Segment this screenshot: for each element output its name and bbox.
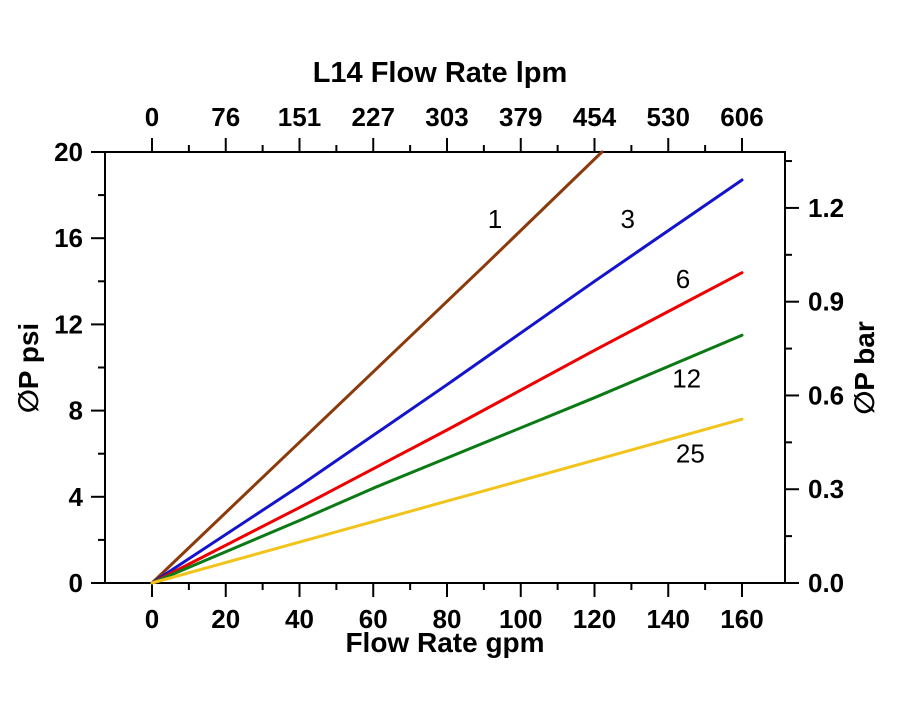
- x-bottom-tick-label: 140: [647, 604, 690, 634]
- y-left-tick-label: 16: [54, 223, 83, 253]
- x-top-tick-label: 227: [352, 102, 395, 132]
- x-bottom-tick-label: 80: [433, 604, 462, 634]
- plot-area-border: [104, 151, 786, 584]
- y-right-tick-label: 0.6: [808, 380, 844, 410]
- y-left-tick-label: 0: [69, 568, 83, 598]
- x-bottom-tick-label: 0: [145, 604, 159, 634]
- x-top-tick-label: 303: [425, 102, 468, 132]
- y-left-tick-label: 20: [54, 137, 83, 167]
- y-axis-title-right: ∅P bar: [849, 321, 880, 415]
- y-left-tick-label: 8: [69, 396, 83, 426]
- y-right-tick-label: 0.0: [808, 568, 844, 598]
- x-bottom-tick-label: 160: [720, 604, 763, 634]
- y-right-tick-label: 0.9: [808, 287, 844, 317]
- series-label-12: 12: [672, 363, 701, 393]
- x-bottom-tick-label: 40: [285, 604, 314, 634]
- x-top-tick-label: 530: [647, 102, 690, 132]
- x-top-tick-label: 151: [278, 102, 321, 132]
- x-axis-title-bottom: Flow Rate gpm: [345, 627, 544, 658]
- x-bottom-tick-label: 20: [211, 604, 240, 634]
- y-axis-title-left: ∅P psi: [13, 323, 44, 413]
- series-label-1: 1: [488, 204, 502, 234]
- x-bottom-tick-label: 60: [359, 604, 388, 634]
- chart-title-top: L14 Flow Rate lpm: [313, 57, 568, 89]
- x-top-tick-label: 379: [499, 102, 542, 132]
- series-label-3: 3: [620, 204, 634, 234]
- y-right-tick-label: 0.3: [808, 474, 844, 504]
- x-top-tick-label: 454: [573, 102, 617, 132]
- y-left-tick-label: 4: [69, 482, 84, 512]
- x-bottom-tick-label: 100: [499, 604, 542, 634]
- x-bottom-tick-label: 120: [573, 604, 616, 634]
- series-line-3: [150, 178, 744, 585]
- y-left-tick-label: 12: [54, 309, 83, 339]
- series-line-25: [150, 417, 744, 585]
- y-right-tick-label: 1.2: [808, 193, 844, 223]
- series-line-1: [150, 150, 604, 585]
- x-top-tick-label: 0: [145, 102, 159, 132]
- series-line-6: [150, 271, 744, 585]
- x-top-tick-label: 76: [211, 102, 240, 132]
- x-top-tick-label: 606: [720, 102, 763, 132]
- series-label-25: 25: [676, 439, 705, 469]
- series-label-6: 6: [676, 264, 690, 294]
- series-line-12: [150, 333, 744, 585]
